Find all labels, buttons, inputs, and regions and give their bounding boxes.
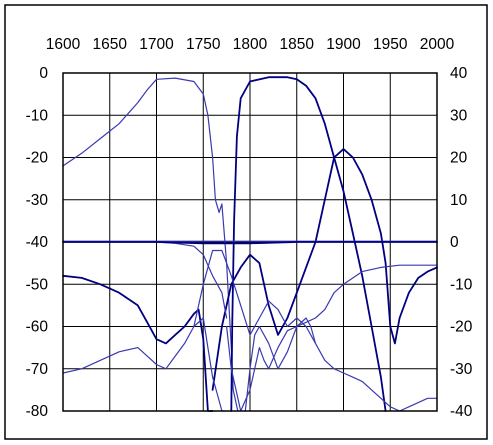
y-left-tick-label: -80	[26, 403, 49, 420]
y-left-tick-label: 0	[39, 65, 48, 82]
y-right-tick-label: -30	[450, 361, 473, 378]
y-left-tick-label: -70	[26, 361, 49, 378]
series-line-9	[62, 241, 438, 245]
x-tick-label: 1700	[139, 36, 174, 53]
y-right-tick-label: -40	[450, 403, 473, 420]
x-tick-label: 1850	[280, 36, 315, 53]
series-line-5	[62, 317, 226, 412]
y-right-tick-label: 40	[450, 65, 468, 82]
x-tick-label: 1900	[326, 36, 361, 53]
y-left-tick-label: -30	[26, 192, 49, 209]
y-left-tick-label: -50	[26, 276, 49, 293]
outer-border	[4, 4, 488, 440]
x-tick-label: 2000	[420, 36, 455, 53]
y-left-tick-label: -60	[26, 319, 49, 336]
y-left-tick-label: -10	[26, 107, 49, 124]
x-tick-label: 1600	[46, 36, 81, 53]
series-line-4	[211, 148, 438, 391]
y-right-tick-label: 30	[450, 107, 468, 124]
series-line-2	[230, 76, 387, 412]
tick-labels: 1600 1650 1700 1750 1800 1850 1900 1950 2000 0 -10…	[26, 36, 473, 420]
x-tick-label: 1950	[373, 36, 408, 53]
series-line-3	[62, 274, 214, 412]
x-tick-label: 1800	[233, 36, 268, 53]
x-tick-label: 1750	[186, 36, 221, 53]
series-line-7	[226, 264, 438, 412]
series-line-11	[244, 317, 317, 412]
series-layer	[62, 76, 438, 412]
y-right-tick-label: 10	[450, 192, 468, 209]
y-right-tick-label: -10	[450, 276, 473, 293]
y-right-tick-label: -20	[450, 319, 473, 336]
y-left-tick-label: -40	[26, 234, 49, 251]
y-right-tick-label: 20	[450, 150, 468, 167]
y-right-tick-label: 0	[450, 234, 459, 251]
x-tick-label: 1650	[93, 36, 128, 53]
plot-area-border	[62, 72, 438, 412]
y-left-tick-label: -20	[26, 150, 49, 167]
